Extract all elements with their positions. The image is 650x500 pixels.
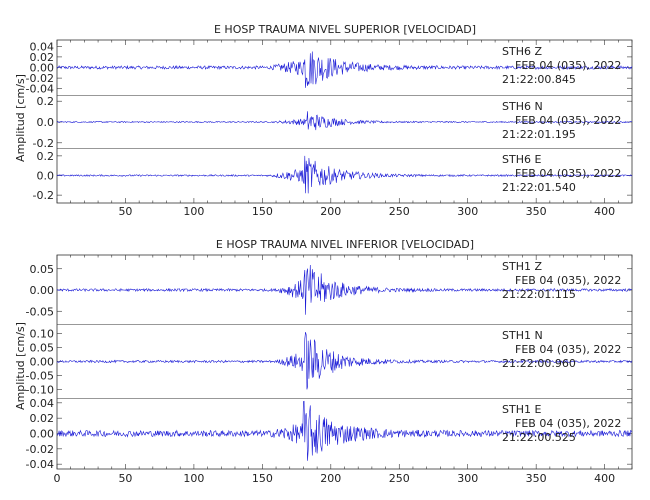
x-tick-label: 200 — [320, 205, 341, 218]
y-tick-label: -0.05 — [26, 370, 54, 383]
y-tick-label: 0.05 — [30, 263, 55, 276]
station-label: STH1 E — [502, 403, 541, 416]
y-tick-label: 0.00 — [30, 284, 55, 297]
date-label: FEB 04 (035), 2022 — [515, 114, 621, 127]
x-tick-label: 200 — [320, 472, 341, 485]
y-axis-label: Amplitud [cm/s] — [14, 322, 27, 410]
time-label: 21:22:01.540 — [502, 181, 576, 194]
x-tick-label: 50 — [118, 205, 132, 218]
y-tick-label: 0.00 — [30, 62, 55, 75]
x-tick-label: 250 — [389, 472, 410, 485]
y-tick-label: -0.02 — [26, 443, 54, 456]
x-tick-label: 300 — [457, 472, 478, 485]
y-tick-label: 0.0 — [37, 116, 55, 129]
y-tick-label: -0.04 — [26, 458, 54, 471]
station-label: STH6 Z — [502, 45, 542, 58]
waveform-trace — [56, 332, 633, 390]
y-tick-label: 0.10 — [30, 327, 55, 340]
x-tick-label: 300 — [457, 205, 478, 218]
x-tick-label: 50 — [118, 472, 132, 485]
chart-nivel-inferior: E HOSP TRAUMA NIVEL INFERIOR [VELOCIDAD]… — [14, 238, 633, 485]
x-tick-label: 350 — [526, 472, 547, 485]
y-tick-label: 0.00 — [30, 428, 55, 441]
date-label: FEB 04 (035), 2022 — [515, 59, 621, 72]
x-tick-label: 400 — [594, 472, 615, 485]
time-label: 21:22:00.845 — [502, 73, 576, 86]
x-tick-label: 350 — [526, 205, 547, 218]
waveform-trace — [56, 264, 633, 315]
time-label: 21:22:01.115 — [502, 288, 576, 301]
x-tick-label: 400 — [594, 205, 615, 218]
y-tick-label: -0.10 — [26, 384, 54, 397]
date-label: FEB 04 (035), 2022 — [515, 417, 621, 430]
waveform-trace — [56, 51, 633, 88]
x-tick-label: 100 — [183, 205, 204, 218]
waveform-trace — [56, 155, 633, 194]
date-label: FEB 04 (035), 2022 — [515, 167, 621, 180]
x-tick-label: 250 — [389, 205, 410, 218]
y-tick-label: -0.2 — [33, 189, 54, 202]
y-tick-label: -0.05 — [26, 305, 54, 318]
y-tick-label: 0.00 — [30, 356, 55, 369]
x-tick-label: 100 — [183, 472, 204, 485]
time-label: 21:22:00.525 — [502, 431, 576, 444]
y-tick-label: 0.2 — [37, 150, 55, 163]
y-axis-label: Amplitud [cm/s] — [14, 74, 27, 162]
station-label: STH1 N — [502, 329, 543, 342]
y-tick-label: 0.04 — [30, 397, 55, 410]
y-tick-label: 0.2 — [37, 95, 55, 108]
station-label: STH6 E — [502, 153, 541, 166]
station-label: STH1 Z — [502, 260, 542, 273]
chart-nivel-superior: E HOSP TRAUMA NIVEL SUPERIOR [VELOCIDAD]… — [14, 23, 633, 218]
y-tick-label: 0.02 — [30, 412, 55, 425]
date-label: FEB 04 (035), 2022 — [515, 274, 621, 287]
y-tick-label: 0.02 — [30, 51, 55, 64]
waveform-trace — [56, 111, 633, 131]
x-tick-label: 0 — [54, 472, 61, 485]
y-tick-label: -0.02 — [26, 72, 54, 85]
y-tick-label: -0.04 — [26, 83, 54, 96]
chart-title: E HOSP TRAUMA NIVEL SUPERIOR [VELOCIDAD] — [214, 23, 476, 36]
time-label: 21:22:00.960 — [502, 357, 576, 370]
waveform-trace — [56, 400, 633, 461]
date-label: FEB 04 (035), 2022 — [515, 343, 621, 356]
y-tick-label: 0.0 — [37, 170, 55, 183]
y-tick-label: -0.2 — [33, 137, 54, 150]
chart-title: E HOSP TRAUMA NIVEL INFERIOR [VELOCIDAD] — [216, 238, 474, 251]
y-tick-label: 0.04 — [30, 40, 55, 53]
time-label: 21:22:01.195 — [502, 128, 576, 141]
station-label: STH6 N — [502, 100, 543, 113]
x-tick-label: 150 — [252, 472, 273, 485]
y-tick-label: 0.05 — [30, 341, 55, 354]
x-tick-label: 150 — [252, 205, 273, 218]
